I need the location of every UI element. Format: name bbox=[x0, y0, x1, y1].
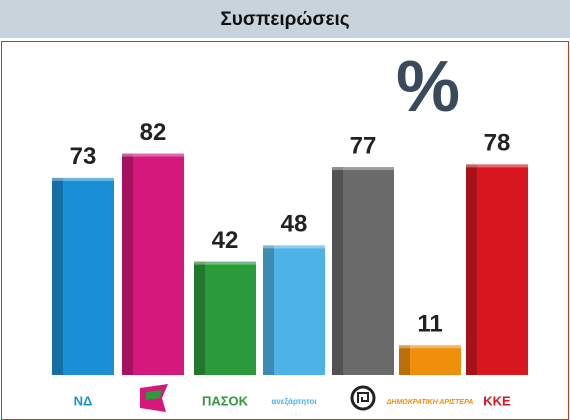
bar bbox=[399, 345, 461, 375]
bar bbox=[122, 153, 184, 375]
value-label: 82 bbox=[140, 119, 167, 146]
logo-shape bbox=[350, 385, 376, 411]
bar-shade bbox=[399, 345, 410, 375]
bar-shade bbox=[263, 245, 274, 375]
value-label: 11 bbox=[417, 311, 442, 338]
bar-cap bbox=[332, 167, 394, 171]
bar bbox=[466, 164, 528, 375]
bar-shade bbox=[332, 167, 343, 375]
header-band bbox=[0, 0, 570, 38]
category-label: ΔΗΜΟΚΡΑΤΙΚΗ ΑΡΙΣΤΕΡΑ bbox=[386, 399, 474, 406]
bar bbox=[52, 177, 114, 375]
logo-shape bbox=[357, 392, 369, 403]
category-label: ΠΑΣΟΚ bbox=[202, 393, 249, 408]
bar-cap bbox=[122, 153, 184, 157]
bar-shade bbox=[52, 177, 63, 375]
bar bbox=[263, 245, 325, 375]
bar-cap bbox=[52, 177, 114, 181]
bar bbox=[332, 167, 394, 375]
value-label: 42 bbox=[212, 227, 239, 254]
bar-cap bbox=[194, 261, 256, 265]
bar-cap bbox=[399, 345, 461, 349]
chart-title: Συσπειρώσεις bbox=[220, 9, 349, 30]
value-label: 73 bbox=[70, 143, 97, 170]
bar-shade bbox=[122, 153, 133, 375]
bar-shade bbox=[466, 164, 477, 375]
bar-cap bbox=[263, 245, 325, 249]
logo-shape bbox=[146, 390, 162, 400]
value-label: 78 bbox=[484, 130, 511, 157]
category-label: ΝΔ bbox=[74, 393, 93, 408]
value-label: 77 bbox=[350, 132, 377, 159]
percent-annotation: % bbox=[396, 47, 460, 127]
bar-cap bbox=[466, 164, 528, 168]
value-label: 48 bbox=[281, 211, 308, 238]
bar-shade bbox=[194, 261, 205, 375]
bar bbox=[194, 261, 256, 375]
category-label: ΚΚΕ bbox=[483, 393, 511, 408]
category-label: ανεξάρτητοι bbox=[271, 397, 316, 406]
